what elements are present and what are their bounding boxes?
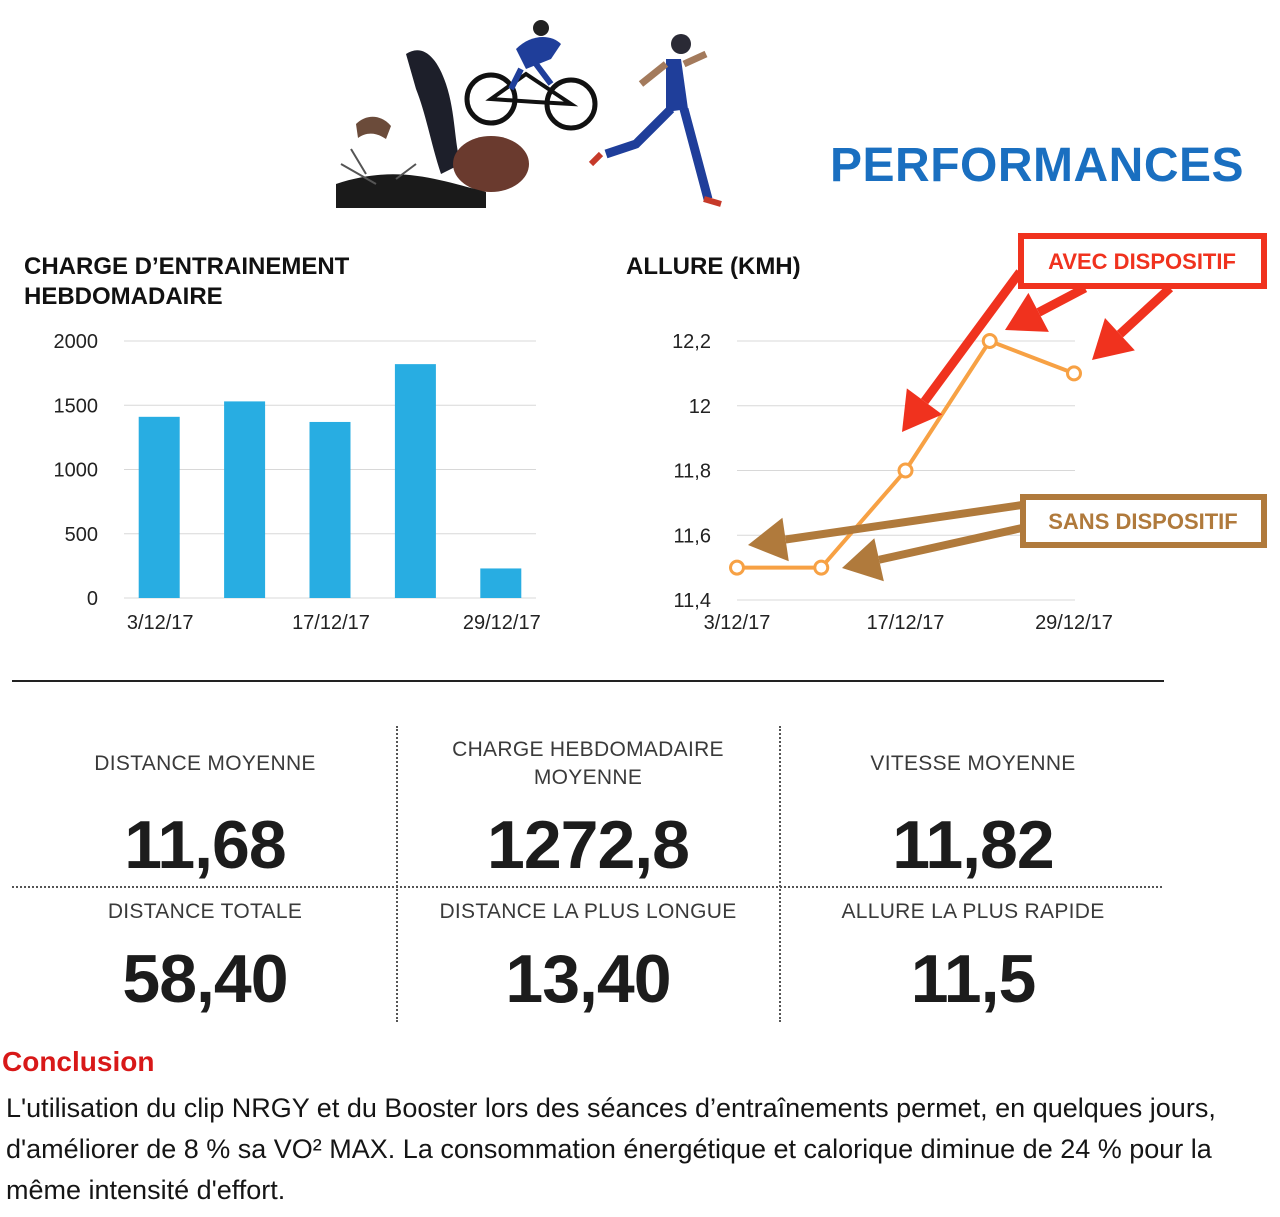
data-point — [1066, 365, 1082, 382]
stat-value-distance-longue: 13,40 — [505, 941, 671, 1017]
swimmer-icon — [336, 50, 529, 208]
avec-arrow-3-shaft — [1116, 284, 1174, 338]
stat-label-distance-moyenne: DISTANCE MOYENNE — [94, 752, 316, 775]
avec-callout-box — [1018, 233, 1267, 289]
y-tick-label: 11,6 — [674, 525, 711, 547]
stat-divider-1 — [396, 726, 398, 1022]
page-title: PERFORMANCES — [830, 139, 1245, 192]
y-tick-label: 500 — [65, 524, 98, 546]
line-chart-title: ALLURE (KMH) — [626, 253, 801, 280]
y-tick-label: 12 — [689, 396, 711, 418]
y-tick-label: 0 — [87, 588, 98, 610]
y-tick-label: 1000 — [54, 460, 99, 482]
stat-divider-2 — [779, 726, 781, 1022]
avec-arrow-2-head — [1005, 292, 1049, 332]
stat-label-charge-moyenne: CHARGE HEBDOMADAIRE MOYENNE — [452, 738, 724, 789]
data-point — [813, 559, 830, 576]
sans-arrow-2-shaft — [878, 524, 1023, 564]
runner-icon — [588, 34, 722, 207]
sans-arrow-1-head — [748, 517, 789, 562]
sans-arrow-2-head — [842, 538, 884, 582]
x-tick-label: 29/12/17 — [1035, 612, 1113, 634]
avec-arrow-3-head — [1092, 318, 1135, 360]
bar — [394, 364, 436, 598]
stat-value-allure-rapide: 11,5 — [910, 941, 1037, 1017]
stat-label-distance-totale: DISTANCE TOTALE — [107, 900, 303, 923]
stat-label-distance-longue: DISTANCE LA PLUS LONGUE — [439, 900, 737, 923]
stat-row-divider — [12, 886, 1162, 888]
bar — [138, 416, 180, 598]
data-point — [981, 333, 998, 349]
stat-value-charge-moyenne: 1272,8 — [487, 807, 690, 883]
avec-arrow-1-shaft — [920, 269, 1024, 405]
y-tick-label: 2000 — [54, 331, 99, 353]
y-tick-label: 11,8 — [674, 461, 711, 483]
x-tick-label: 17/12/17 — [867, 612, 945, 634]
section-divider — [12, 680, 1164, 682]
data-point — [729, 559, 745, 576]
avec-callout-label: AVEC DISPOSITIF — [1048, 249, 1236, 274]
bar-chart: 2000 1500 1000 500 0 3/12/17 17/12/17 29/12/17 — [54, 331, 541, 634]
sans-callout-label: SANS DISPOSITIF — [1048, 509, 1237, 534]
y-tick-label: 11,4 — [674, 590, 711, 612]
y-tick-label: 12,2 — [672, 331, 711, 353]
conclusion-text: L'utilisation du clip NRGY et du Booster… — [6, 1093, 1216, 1205]
bar — [224, 401, 266, 598]
x-tick-label: 17/12/17 — [292, 612, 370, 634]
triathlon-athletes-illustration — [336, 20, 722, 208]
sans-arrow-1-shaft — [785, 501, 1023, 544]
y-tick-label: 1500 — [54, 395, 99, 417]
stat-value-distance-moyenne: 11,68 — [124, 807, 286, 883]
bar — [480, 568, 522, 598]
x-tick-label: 3/12/17 — [127, 612, 194, 634]
x-tick-label: 3/12/17 — [704, 612, 771, 634]
avec-arrow-2-shaft — [1036, 284, 1088, 317]
line-chart: 12,2 12 11,8 11,6 11,43/12/17 17/12/17 29/12/1… — [672, 233, 1267, 634]
stat-value-distance-totale: 58,40 — [122, 941, 288, 1017]
sans-callout-box — [1020, 494, 1267, 548]
stat-label-allure-rapide: ALLURE LA PLUS RAPIDE — [841, 900, 1105, 923]
x-tick-label: 29/12/17 — [463, 612, 541, 634]
stat-value-vitesse-moyenne: 11,82 — [892, 807, 1054, 883]
cyclist-icon — [464, 20, 598, 131]
avec-arrow-1-head — [902, 388, 943, 432]
data-point — [897, 462, 914, 479]
stat-label-vitesse-moyenne: VITESSE MOYENNE — [870, 752, 1076, 775]
conclusion-title: Conclusion — [2, 1046, 155, 1077]
bar-chart-title: CHARGE D’ENTRAINEMENT HEBDOMADAIRE — [24, 253, 350, 310]
bar — [309, 421, 351, 598]
